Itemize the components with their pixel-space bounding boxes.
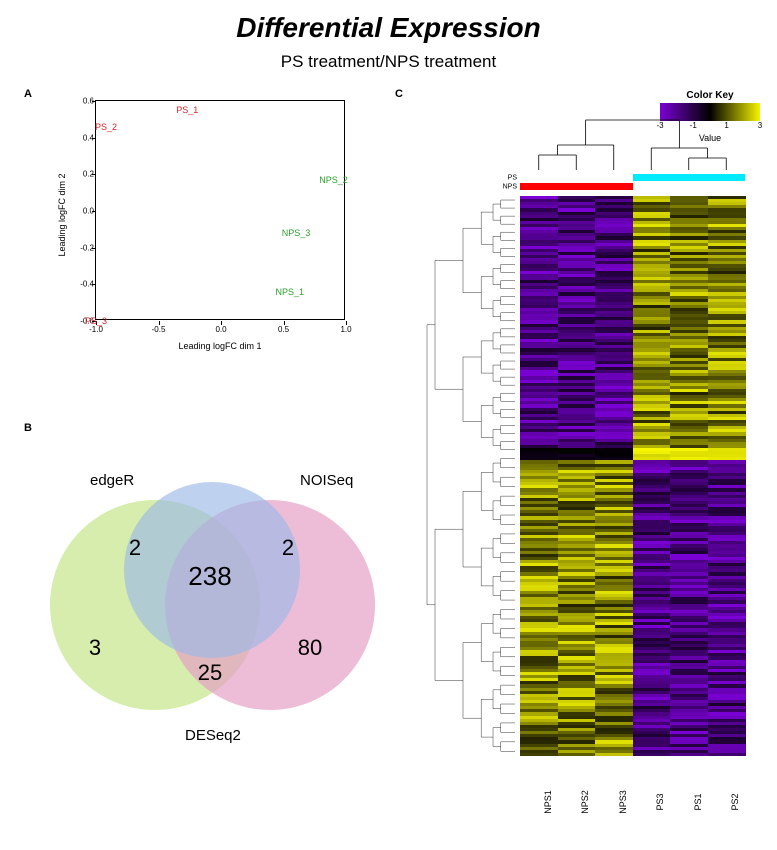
x-axis-label: Leading logFC dim 1 (120, 341, 320, 351)
row-dendrogram (425, 196, 515, 756)
group-label: PS (508, 175, 517, 182)
sample-label: NPS3 (618, 790, 628, 814)
sample-label: PS3 (655, 793, 665, 810)
y-tick: -0.4 (76, 280, 94, 289)
venn-count-edgeR_NOISeq: 25 (198, 660, 222, 685)
mds-point: PS_2 (95, 122, 117, 132)
y-tick: 0.4 (76, 133, 94, 142)
venn-set-label: edgeR (90, 472, 134, 489)
venn-count-edgeR_only: 3 (89, 635, 101, 660)
x-tick: 0.0 (215, 325, 226, 334)
mds-point: PS_1 (176, 105, 198, 115)
x-tick: 0.5 (278, 325, 289, 334)
x-tick: -1.0 (89, 325, 103, 334)
sample-label: PS1 (693, 793, 703, 810)
sample-label: PS2 (730, 793, 740, 810)
color-key-title: Color Key (655, 90, 765, 101)
column-dendrogram (520, 110, 745, 170)
subtitle: PS treatment/NPS treatment (0, 52, 777, 72)
venn-set-label: NOISeq (300, 472, 353, 489)
panel-a-mds-plot: Leading logFC dim 1 Leading logFC dim 2 … (55, 90, 355, 360)
mds-point: PS_3 (85, 316, 107, 326)
figure-area: A B C Leading logFC dim 1 Leading logFC … (0, 80, 777, 850)
group-bar (520, 183, 633, 190)
venn-count-edgeR_DESeq2: 2 (129, 535, 141, 560)
y-axis-label: Leading logFC dim 2 (57, 145, 67, 285)
y-tick: -0.2 (76, 243, 94, 252)
panel-label-a: A (24, 88, 32, 100)
venn-count-edgeR_NOISeq_DESeq2: 238 (188, 561, 231, 591)
main-title: Differential Expression (0, 12, 777, 44)
venn-count-NOISeq_only: 80 (298, 635, 322, 660)
group-annotation-bars: PSNPS (520, 174, 745, 192)
sample-labels: NPS1NPS2NPS3PS3PS1PS2 (520, 760, 745, 810)
x-tick: -0.5 (152, 325, 166, 334)
panel-c-heatmap: Color Key -3-113 Value PSNPS NPS1NPS2NPS… (400, 90, 770, 820)
venn-svg: edgeR NOISeq DESeq2 3 80 2 2 238 25 (20, 430, 390, 760)
colorkey-tick: 3 (758, 121, 762, 130)
sample-label: NPS2 (580, 790, 590, 814)
title-block: Differential Expression PS treatment/NPS… (0, 0, 777, 80)
mds-point: NPS_2 (319, 175, 348, 185)
heatmap-cells (520, 196, 745, 756)
panel-b-venn: edgeR NOISeq DESeq2 3 80 2 2 238 25 (20, 430, 390, 760)
sample-label: NPS1 (543, 790, 553, 814)
mds-point: NPS_3 (282, 228, 311, 238)
group-label: NPS (503, 184, 517, 191)
y-tick: 0.0 (76, 207, 94, 216)
x-tick: 1.0 (340, 325, 351, 334)
y-tick: 0.6 (76, 97, 94, 106)
venn-count-NOISeq_DESeq2: 2 (282, 535, 294, 560)
venn-set-label: DESeq2 (185, 727, 241, 744)
group-bar (633, 174, 746, 181)
mds-point: NPS_1 (275, 287, 304, 297)
plot-box: Leading logFC dim 1 Leading logFC dim 2 … (95, 100, 345, 320)
y-tick: 0.2 (76, 170, 94, 179)
